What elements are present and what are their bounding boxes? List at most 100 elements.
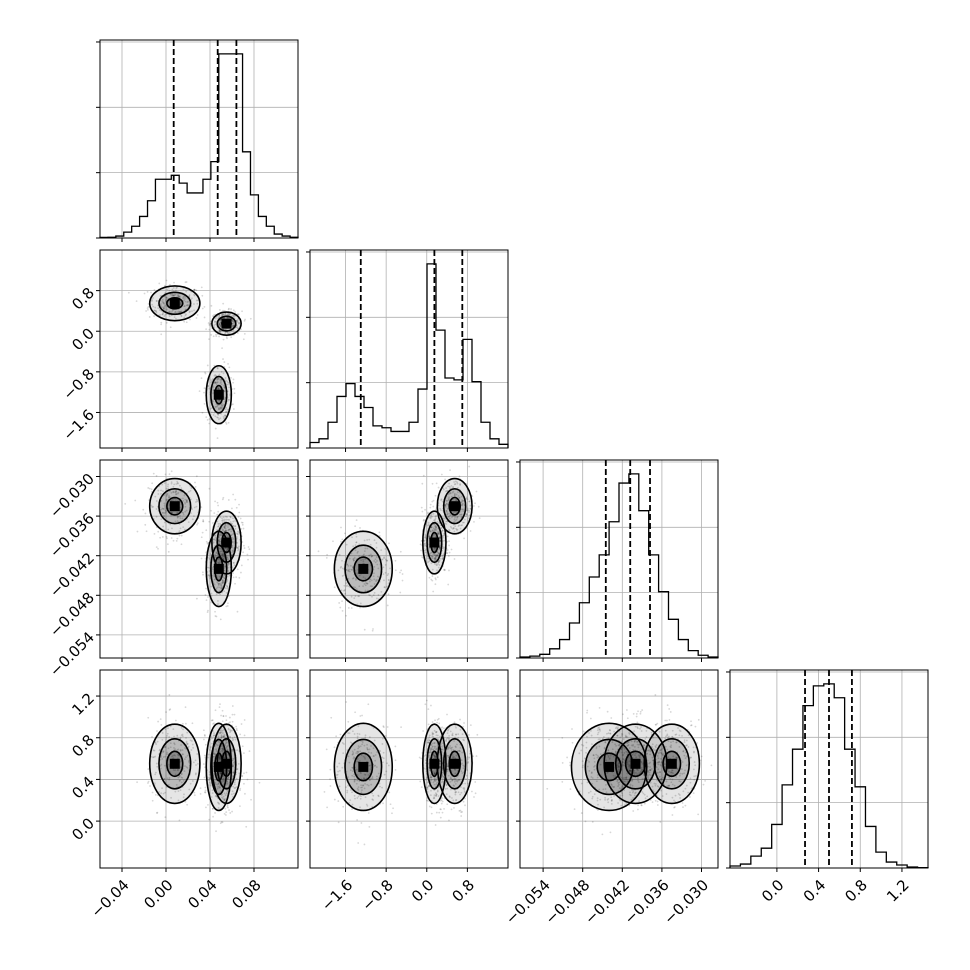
panel-p1-p1 — [306, 249, 509, 452]
density-peak — [213, 563, 224, 574]
contour-line — [344, 544, 383, 594]
panel-p3-p0: 0.0 0.4 0.8 1.2 −0.04 0.00 0.04 0.08 — [68, 669, 299, 921]
panel-p1-p0: −1.6−0.8 0.0 0.8 — [60, 249, 299, 452]
contour-line — [166, 297, 184, 310]
contour-line — [148, 477, 201, 535]
density-peak — [169, 501, 180, 512]
x-tick-label: 0.4 — [800, 876, 830, 906]
contour-line — [422, 723, 447, 805]
panel-frame — [519, 459, 719, 659]
contour-line — [662, 750, 682, 778]
contour-line — [643, 723, 701, 805]
contour-line — [353, 752, 374, 782]
x-tick-label: 0.0 — [408, 876, 438, 906]
density-peak — [429, 537, 440, 548]
contour-line — [210, 544, 228, 594]
contour-line — [210, 738, 228, 796]
contour-line — [442, 737, 467, 790]
panel-frame — [99, 39, 299, 239]
contour-line — [205, 722, 233, 812]
x-tick-label: −1.6 — [318, 876, 356, 914]
histogram-p1 — [309, 263, 509, 448]
contour-line — [422, 510, 447, 575]
contour-line — [333, 530, 394, 608]
contour-line — [158, 737, 192, 790]
panel-frame — [99, 669, 299, 869]
scatter-p3-p2 — [546, 694, 713, 836]
density-peak — [221, 318, 232, 329]
density-peak — [213, 389, 224, 400]
panel-frame — [309, 459, 509, 659]
contour-line — [166, 750, 184, 778]
x-tick-label: −0.04 — [88, 876, 133, 921]
y-tick-label: 0.8 — [68, 284, 98, 314]
x-tick-label: 0.00 — [140, 876, 176, 912]
panel-p3-p1: −1.6 −0.8 0.0 0.8 — [306, 669, 509, 915]
contour-line — [426, 737, 443, 790]
panel-p0-p0 — [96, 39, 299, 242]
density-peak — [169, 758, 180, 769]
density-peak — [630, 758, 641, 769]
x-tick-label: 0.08 — [228, 876, 264, 912]
density-peak — [666, 758, 677, 769]
contour-line — [205, 530, 233, 608]
contour-line — [344, 738, 383, 796]
x-tick-label: 0.0 — [758, 876, 788, 906]
contour-line — [442, 487, 467, 525]
density-peak — [358, 761, 369, 772]
contour-line — [158, 291, 192, 316]
contour-line — [570, 722, 648, 812]
contour-line — [148, 285, 201, 322]
y-tick-label: −1.6 — [60, 406, 98, 444]
scatter-p2-p1 — [317, 465, 481, 632]
contour-line — [448, 750, 461, 778]
panel-p2-p0: −0.054−0.048−0.042−0.036−0.030 — [46, 459, 299, 680]
contour-line — [166, 496, 184, 516]
contour-line — [584, 738, 634, 796]
contour-line — [210, 375, 228, 414]
scatter-p3-p1 — [323, 699, 479, 846]
y-tick-label: 0.4 — [68, 773, 98, 803]
panel-p2-p1 — [306, 459, 509, 662]
panel-frame — [729, 669, 929, 869]
y-tick-label: 0.8 — [68, 731, 98, 761]
contour-line — [614, 737, 657, 790]
density-peak — [604, 761, 615, 772]
y-tick-label: −0.8 — [60, 365, 98, 403]
contour-line — [448, 496, 461, 516]
contour-line — [216, 315, 237, 332]
panel-p3-p2: −0.054−0.048−0.042−0.036−0.030 — [502, 669, 719, 928]
panel-frame — [99, 459, 299, 659]
contour-line — [596, 752, 622, 782]
density-peak — [169, 298, 180, 309]
panel-frame — [309, 249, 509, 449]
density-peak — [449, 758, 460, 769]
contour-line — [436, 477, 473, 535]
density-peak — [221, 537, 232, 548]
density-peak — [358, 563, 369, 574]
contour-line — [624, 750, 647, 778]
histogram-p0 — [99, 53, 299, 239]
x-tick-label: 0.04 — [184, 876, 220, 912]
panel-frame — [309, 669, 509, 869]
scatter-p3-p0 — [136, 694, 261, 833]
density-peak — [429, 758, 440, 769]
x-tick-label: 1.2 — [883, 876, 913, 906]
contour-line — [426, 521, 443, 564]
scatter-p1-p0 — [127, 279, 252, 440]
contour-line — [158, 487, 192, 525]
density-peak — [449, 501, 460, 512]
x-tick-label: −0.030 — [660, 876, 712, 928]
panel-frame — [519, 669, 719, 869]
histogram-p2 — [519, 473, 719, 658]
contour-line — [148, 723, 201, 805]
y-tick-label: 0.0 — [68, 325, 98, 355]
contour-line — [333, 722, 394, 812]
scatter-p2-p0 — [124, 470, 251, 621]
y-tick-label: 1.2 — [68, 689, 98, 719]
panel-p2-p2 — [516, 459, 719, 662]
x-tick-label: −0.8 — [358, 876, 396, 914]
contour-line — [353, 556, 374, 582]
panel-frame — [99, 249, 299, 449]
